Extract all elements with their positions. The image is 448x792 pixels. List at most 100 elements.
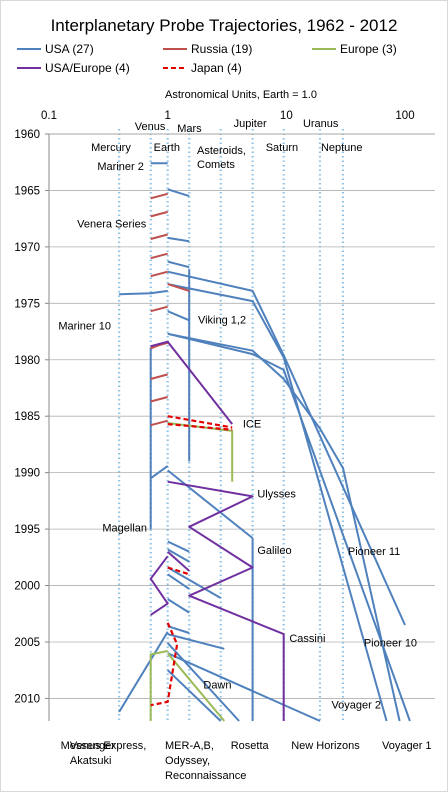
legend-label-russia-19: Russia (19) — [191, 42, 252, 56]
trajectory-russia-36 — [150, 419, 168, 427]
legend-label-usa-europe-4: USA/Europe (4) — [45, 61, 130, 75]
label-viking-1-2: Viking 1,2 — [198, 315, 246, 327]
trajectory-usa-2 — [167, 236, 190, 243]
trajectory-usa-13 — [150, 465, 169, 480]
trajectory-usa-17 — [167, 548, 190, 563]
trajectory-usa-5 — [167, 283, 388, 722]
trajectory-japan-46 — [167, 415, 233, 429]
trajectory-russia-34 — [150, 373, 168, 380]
x-tick-10: 10 — [280, 110, 293, 122]
y-tick-2010: 2010 — [14, 693, 40, 705]
trajectory-usa_europe-42 — [150, 340, 233, 425]
y-tick-2000: 2000 — [14, 581, 40, 593]
probe-labels: Mariner 2 Venera Series Mariner 10 Viking 1… — [58, 161, 431, 782]
label-pioneer-10: Pioneer 10 — [364, 637, 417, 649]
label-voyager-1: Voyager 1 — [382, 740, 432, 752]
trajectory-russia-32 — [150, 305, 168, 313]
y-tick-1975: 1975 — [14, 298, 40, 310]
trajectory-europe-40 — [149, 650, 168, 721]
planet-label-jupiter: Jupiter — [234, 118, 267, 130]
planet-gridlines: Mercury Venus Earth Mars Asteroids, Comets Jup… — [91, 118, 363, 721]
trajectory-russia-31 — [150, 270, 168, 278]
label-voyager-2: Voyager 2 — [331, 700, 381, 712]
y-tick-1980: 1980 — [14, 355, 40, 367]
planet-label-asteroids: Asteroids, — [197, 145, 246, 157]
trajectory-usa-23 — [167, 652, 321, 722]
trajectory-usa-18 — [167, 566, 222, 599]
legend-label-japan-4: Japan (4) — [191, 61, 242, 75]
label-cassini: Cassini — [289, 633, 325, 645]
x-tick-0-1: 0.1 — [41, 110, 57, 122]
trajectory-usa_europe-43 — [167, 480, 285, 721]
label-odyssey: Odyssey, — [165, 755, 210, 767]
y-tick-1965: 1965 — [14, 185, 40, 197]
y-tick-1970: 1970 — [14, 242, 40, 254]
y-tick-2005: 2005 — [14, 637, 40, 649]
trajectory-russia-29 — [150, 233, 168, 240]
trajectory-usa-10 — [167, 310, 190, 322]
label-venera-series: Venera Series — [77, 219, 147, 231]
trajectory-usa-24 — [167, 669, 222, 722]
y-axis: 1960 1965 1970 1975 1980 1985 1990 1995 2000 2005… — [14, 129, 435, 721]
planet-label-mercury: Mercury — [91, 142, 131, 154]
label-mer-a-b: MER-A,B, — [165, 740, 214, 752]
trajectory-russia-37 — [167, 283, 190, 292]
x-tick-100: 100 — [395, 110, 414, 122]
trajectory-usa-14 — [167, 469, 254, 539]
label-mariner-2: Mariner 2 — [97, 161, 143, 173]
trajectory-usa_europe-44 — [149, 555, 169, 616]
label-galileo: Galileo — [257, 545, 291, 557]
trajectory-usa-26 — [118, 631, 169, 713]
label-magellan: Magellan — [102, 522, 147, 534]
label-ulysses: Ulysses — [257, 488, 296, 500]
planet-label-saturn: Saturn — [266, 142, 298, 154]
y-tick-1985: 1985 — [14, 411, 40, 423]
planet-label-uranus: Uranus — [303, 118, 339, 130]
trajectory-usa-22 — [166, 642, 240, 722]
label-reconnaissance: Reconnaissance — [165, 770, 246, 782]
trajectory-europe-41 — [166, 652, 226, 722]
trajectory-japan-48 — [150, 622, 179, 707]
planet-label-comets: Comets — [197, 159, 235, 171]
planet-label-neptune: Neptune — [321, 142, 363, 154]
label-akatsuki: Akatsuki — [70, 755, 112, 767]
planet-label-venus: Venus — [135, 121, 166, 133]
label-pioneer-11: Pioneer 11 — [348, 546, 400, 558]
y-tick-1960: 1960 — [14, 129, 40, 141]
trajectory-europe-39 — [167, 422, 234, 482]
trajectory-usa-8 — [167, 332, 411, 722]
label-venus-express: Venus Express, — [70, 740, 146, 752]
trajectory-usa-7 — [167, 332, 401, 722]
chart-title: Interplanetary Probe Trajectories, 1962 … — [51, 16, 398, 35]
trajectory-usa-20 — [167, 598, 190, 614]
x-tick-1: 1 — [164, 110, 170, 122]
y-tick-1995: 1995 — [14, 524, 40, 536]
x-axis-label: Astronomical Units, Earth = 1.0 — [165, 89, 317, 101]
x-axis-ticks: 0.1 1 10 100 — [41, 110, 415, 122]
y-tick-1990: 1990 — [14, 468, 40, 480]
trajectory-usa_europe-45 — [167, 550, 190, 572]
trajectory-usa-25 — [167, 625, 190, 634]
trajectory-usa-1 — [167, 188, 190, 198]
trajectory-russia-28 — [150, 210, 168, 218]
label-mariner-10: Mariner 10 — [58, 320, 111, 332]
label-messenger: Messenger — [61, 740, 116, 752]
label-new-horizons: New Horizons — [291, 740, 360, 752]
trajectory-usa-21 — [167, 633, 225, 650]
trajectory-usa-19 — [167, 573, 190, 590]
plot-area: Mercury Venus Earth Mars Asteroids, Comets Jup… — [14, 118, 435, 782]
trajectory-usa-6 — [119, 289, 168, 296]
legend-label-europe-3: Europe (3) — [340, 42, 397, 56]
trajectory-russia-27 — [150, 192, 168, 200]
trajectory-usa-3 — [167, 260, 190, 269]
trajectory-japan-47 — [167, 423, 233, 431]
legend: USA (27) Russia (19) Europe (3) USA/Europe … — [17, 42, 397, 75]
trajectory-usa-4 — [167, 270, 406, 626]
planet-label-mars: Mars — [177, 123, 202, 135]
trajectories — [118, 162, 411, 722]
trajectory-russia-30 — [150, 252, 168, 260]
trajectory-usa-16 — [167, 540, 190, 553]
label-rosetta: Rosetta — [231, 740, 270, 752]
label-dawn: Dawn — [203, 679, 231, 691]
